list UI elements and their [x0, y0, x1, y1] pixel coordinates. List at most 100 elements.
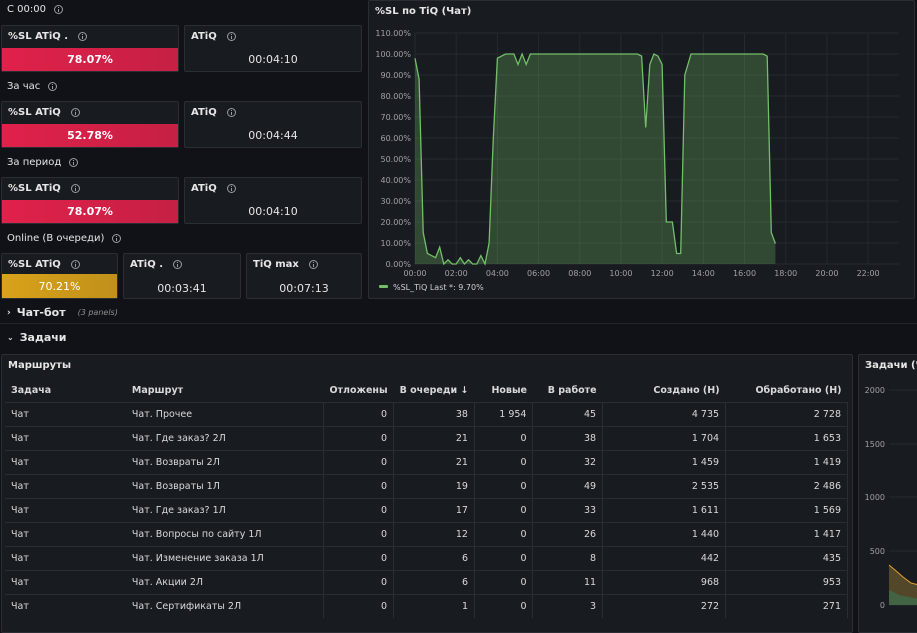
row-title-period: За период	[7, 157, 79, 168]
panel-title: %SL ATiQ	[8, 107, 80, 118]
table-cell: 0	[474, 521, 534, 546]
table-cell: 45	[532, 401, 604, 426]
y-tick-label: 40.00%	[380, 176, 411, 185]
table-cell: Чат. Вопросы по сайту 1Л	[125, 521, 324, 546]
stat-panel-sl-atiq-2[interactable]: %SL ATiQ 52.78%	[1, 101, 179, 148]
info-icon[interactable]	[48, 82, 58, 91]
table-cell: 3	[532, 593, 604, 618]
stat-panel-sl-atiq-3[interactable]: %SL ATiQ 78.07%	[1, 177, 179, 224]
table-cell: 1 459	[602, 449, 727, 474]
info-icon[interactable]	[70, 260, 80, 269]
info-icon[interactable]	[70, 108, 80, 117]
y-tick-label: 60.00%	[380, 134, 411, 143]
info-icon[interactable]	[112, 234, 122, 243]
stat-panel-atiq-1[interactable]: ATiQ 00:04:10	[184, 25, 362, 72]
y-tick: 0	[880, 601, 885, 610]
info-icon[interactable]	[69, 158, 79, 167]
chevron-right-icon: ›	[7, 307, 11, 318]
row-chatbot-collapsed[interactable]: › Чат-бот (3 panels)	[7, 306, 118, 319]
table-row[interactable]: Чат Чат. Изменение заказа 1Л 0 6 0 8 442 435	[5, 545, 848, 570]
table-cell: Чат. Возвраты 2Л	[125, 449, 324, 474]
stat-value: 00:07:13	[279, 282, 329, 295]
table-cell: 1 954	[474, 401, 534, 426]
table-cell: 38	[393, 401, 475, 426]
stat-panel-sl-atiq-1[interactable]: %SL ATiQ . 78.07%	[1, 25, 179, 72]
table-cell: 0	[323, 449, 395, 474]
row-title-online: Online (В очереди)	[7, 233, 122, 244]
column-header[interactable]: Маршрут	[131, 385, 184, 397]
y-tick-label: 0.00%	[386, 260, 412, 269]
stat-value: 00:03:41	[157, 282, 207, 295]
table-cell: 435	[725, 545, 848, 570]
table-row[interactable]: Чат Чат. Вопросы по сайту 1Л 0 12 0 26 1 440 1 …	[5, 521, 848, 546]
info-icon[interactable]	[226, 32, 236, 41]
info-icon[interactable]	[308, 260, 318, 269]
timeseries-panel-sl-tiq[interactable]: %SL по TiQ (Чат) 110.00% 100.00% 90.00% 80.…	[368, 0, 915, 299]
side-panel-tasks-chat[interactable]: Задачи (Чат 2000 1500 1000 500 0	[858, 354, 917, 633]
table-cell: Чат	[5, 593, 126, 618]
stat-panel-atiq-online[interactable]: ATiQ . 00:03:41	[123, 253, 241, 299]
column-header-sorted[interactable]: В очереди ↓	[399, 385, 469, 397]
table-cell: 6	[393, 545, 475, 570]
table-row[interactable]: Чат Чат. Прочее 0 38 1 954 45 4 735 2 728	[5, 401, 848, 426]
x-tick-label: 12:00	[651, 269, 674, 278]
row-label: Чат-бот	[16, 306, 66, 319]
column-header[interactable]: Отложены	[329, 385, 388, 397]
x-tick-label: 08:00	[568, 269, 591, 278]
table-row[interactable]: Чат Чат. Возвраты 1Л 0 19 0 49 2 535 2 486	[5, 473, 848, 498]
y-tick-label: 30.00%	[380, 197, 411, 206]
table-cell: 0	[474, 449, 534, 474]
info-icon[interactable]	[70, 184, 80, 193]
x-tick-label: 06:00	[527, 269, 550, 278]
stat-value: 00:04:10	[248, 53, 298, 66]
table-cell: Чат	[5, 569, 126, 594]
panel-title: TiQ max	[253, 259, 318, 270]
info-icon[interactable]	[226, 184, 236, 193]
table-row[interactable]: Чат Чат. Акции 2Л 0 6 0 11 968 953	[5, 569, 848, 594]
series-area	[415, 54, 776, 264]
table-row[interactable]: Чат Чат. Возвраты 2Л 0 21 0 32 1 459 1 419	[5, 449, 848, 474]
stat-panel-sl-atiq-online[interactable]: %SL ATiQ 70.21%	[1, 253, 118, 299]
stat-panel-tiq-max[interactable]: TiQ max 00:07:13	[246, 253, 362, 299]
table-row[interactable]: Чат Чат. Где заказ? 1Л 0 17 0 33 1 611 1 569	[5, 497, 848, 522]
table-cell: 1 611	[602, 497, 727, 522]
table-panel-routes[interactable]: Маршруты Задача Маршрут Отложены В очере…	[1, 354, 853, 633]
info-icon[interactable]	[173, 260, 182, 269]
info-icon[interactable]	[226, 108, 236, 117]
panel-title-label: ATiQ	[191, 107, 217, 118]
column-header[interactable]: Новые	[491, 385, 527, 397]
table-cell: Чат	[5, 425, 126, 450]
table-row[interactable]: Чат Чат. Где заказ? 2Л 0 21 0 38 1 704 1 653	[5, 425, 848, 450]
table-cell: 49	[532, 473, 604, 498]
column-header[interactable]: Обработано (Н)	[755, 385, 842, 397]
panel-title: %SL ATiQ .	[8, 31, 88, 42]
table-cell: 0	[474, 593, 534, 618]
table-row[interactable]: Чат Чат. Сертификаты 2Л 0 1 0 3 272 271	[5, 593, 848, 618]
table-cell: 11	[532, 569, 604, 594]
y-tick: 1500	[865, 440, 885, 449]
x-tick-label: 20:00	[815, 269, 838, 278]
series-line	[888, 564, 917, 586]
legend-label[interactable]: %SL_TiQ Last *: 9.70%	[393, 283, 484, 292]
info-icon[interactable]	[53, 5, 63, 14]
table-cell: Чат. Изменение заказа 1Л	[125, 545, 324, 570]
row-title-label: Online (В очереди)	[7, 233, 105, 244]
table-cell: 0	[323, 497, 395, 522]
y-tick-label: 90.00%	[380, 71, 411, 80]
info-icon[interactable]	[78, 32, 88, 41]
table-cell: 26	[532, 521, 604, 546]
panel-title: ATiQ	[191, 183, 236, 194]
panel-title-label: %SL ATiQ .	[8, 31, 69, 42]
y-tick: 1000	[865, 493, 885, 502]
column-header[interactable]: Задача	[11, 385, 52, 397]
column-header[interactable]: Создано (Н)	[653, 385, 720, 397]
stat-panel-atiq-3[interactable]: ATiQ 00:04:10	[184, 177, 362, 224]
stat-panel-atiq-2[interactable]: ATiQ 00:04:44	[184, 101, 362, 148]
table-cell: 0	[323, 473, 395, 498]
stat-fill: 70.21%	[2, 274, 117, 298]
column-header[interactable]: В работе	[547, 385, 597, 397]
row-tasks-expanded[interactable]: ⌄ Задачи	[7, 331, 67, 344]
table-cell: 0	[323, 569, 395, 594]
y-tick: 2000	[865, 386, 885, 395]
row-panel-count: (3 panels)	[77, 308, 118, 317]
